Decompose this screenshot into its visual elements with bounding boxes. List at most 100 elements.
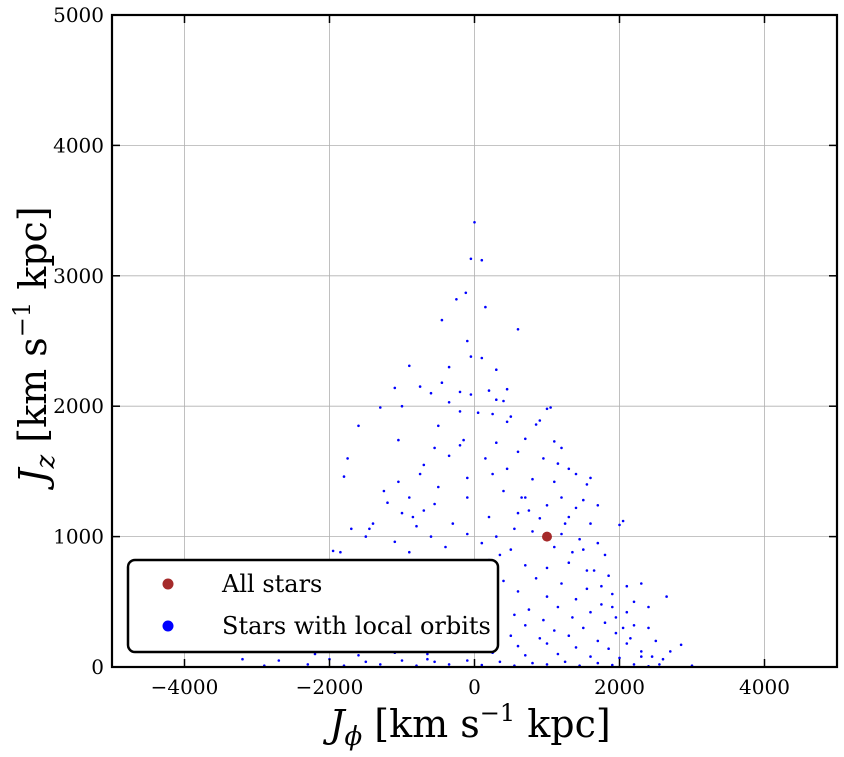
data-point-local-orbit — [567, 634, 571, 637]
data-point-local-orbit — [545, 663, 549, 666]
data-point-local-orbit — [589, 655, 592, 658]
data-point-local-orbit — [600, 603, 603, 606]
data-point-local-orbit — [469, 355, 473, 358]
data-point-local-orbit — [498, 553, 502, 557]
y-axis-label: Jz[km s−1 kpc] — [8, 206, 61, 490]
data-point-local-orbit — [603, 621, 607, 624]
data-point-local-orbit — [426, 652, 429, 656]
data-point-local-orbit — [654, 639, 658, 643]
data-point-local-orbit — [429, 535, 433, 538]
y-tick-label: 1000 — [53, 525, 104, 549]
data-point-local-orbit — [466, 659, 469, 662]
data-point-local-orbit — [542, 457, 545, 460]
data-point-local-orbit — [538, 637, 542, 640]
data-point-local-orbit — [553, 545, 556, 549]
data-point-local-orbit — [357, 654, 360, 657]
data-point-local-orbit — [527, 608, 531, 611]
data-point-local-orbit — [650, 655, 654, 658]
legend: All stars Stars with local orbits — [126, 558, 500, 654]
data-point-local-orbit — [611, 605, 614, 609]
data-point-local-orbit — [560, 446, 563, 450]
data-point-local-orbit — [524, 624, 527, 627]
data-point-local-orbit — [397, 438, 400, 442]
data-point-local-orbit — [607, 647, 610, 650]
data-point-local-orbit — [480, 356, 484, 360]
x-tick-label: 0 — [468, 675, 481, 699]
data-point-local-orbit — [582, 626, 585, 630]
data-point-local-orbit — [408, 550, 411, 554]
data-point-local-orbit — [516, 450, 520, 454]
x-tick-label: −4000 — [151, 675, 219, 699]
data-point-local-orbit — [447, 663, 451, 666]
data-point-local-orbit — [665, 595, 668, 598]
data-point-local-orbit — [567, 515, 571, 519]
data-point-local-orbit — [495, 441, 498, 445]
data-point-local-orbit — [516, 328, 520, 331]
data-point-local-orbit — [400, 404, 404, 408]
data-point-local-orbit — [364, 535, 368, 538]
data-point-local-orbit — [437, 424, 440, 428]
data-point-local-orbit — [386, 501, 389, 505]
data-point-local-orbit — [357, 424, 360, 428]
data-point-local-orbit — [592, 569, 596, 572]
data-point-local-orbit — [350, 527, 353, 531]
data-point-local-orbit — [621, 626, 625, 630]
data-point-local-orbit — [437, 485, 440, 489]
data-point-local-orbit — [462, 438, 465, 442]
data-point-local-orbit — [538, 419, 542, 422]
x-tick-label: 4000 — [739, 675, 790, 699]
data-point-local-orbit — [241, 657, 244, 661]
data-point-local-orbit — [640, 582, 643, 585]
data-point-local-orbit — [484, 305, 487, 309]
data-point-local-orbit — [447, 401, 451, 404]
data-point-local-orbit — [524, 564, 527, 567]
data-point-local-orbit — [444, 545, 447, 549]
data-point-local-orbit — [524, 496, 527, 499]
data-point-local-orbit — [447, 454, 451, 458]
legend-box — [126, 558, 500, 654]
data-point-local-orbit — [560, 582, 563, 585]
data-point-local-orbit — [466, 476, 469, 480]
data-point-local-orbit — [364, 660, 368, 664]
data-point-local-orbit — [560, 532, 563, 536]
y-tick-label: 0 — [91, 655, 104, 679]
data-point-local-orbit — [458, 410, 462, 413]
data-point-local-orbit — [679, 643, 683, 647]
data-point-local-orbit — [658, 663, 661, 666]
data-point-local-orbit — [440, 318, 444, 322]
data-point-local-orbit — [611, 592, 614, 596]
axis-ticks — [112, 14, 837, 668]
data-point-local-orbit — [545, 504, 549, 507]
data-point-local-orbit — [513, 527, 516, 531]
data-point-local-orbit — [466, 532, 469, 536]
data-point-local-orbit — [574, 646, 578, 649]
data-point-local-orbit — [589, 610, 592, 614]
data-point-local-orbit — [553, 440, 556, 443]
data-point-local-orbit — [516, 590, 520, 593]
data-point-local-orbit — [556, 462, 560, 465]
data-point-local-orbit — [531, 477, 534, 481]
data-point-local-orbit — [647, 626, 650, 630]
y-tick-label: 3000 — [53, 264, 104, 288]
data-point-local-orbit — [505, 467, 509, 471]
data-point-local-orbit — [553, 480, 556, 484]
data-point-local-orbit — [614, 616, 618, 619]
data-point-local-orbit — [618, 656, 621, 660]
x-tick-label: −2000 — [296, 675, 364, 699]
data-point-local-orbit — [440, 381, 444, 385]
data-point-local-orbit — [625, 610, 629, 614]
data-point-local-orbit — [596, 639, 600, 643]
data-point-local-orbit — [607, 574, 610, 577]
data-point-local-orbit — [418, 385, 422, 388]
data-point-local-orbit — [458, 390, 462, 394]
data-point-local-orbit — [542, 618, 545, 622]
data-point-local-orbit — [368, 527, 371, 531]
data-point-local-orbit — [524, 654, 527, 657]
data-point-local-orbit — [582, 548, 585, 551]
data-point-local-orbit — [466, 339, 469, 343]
data-point-local-orbit — [495, 535, 498, 538]
data-point-local-orbit — [556, 605, 560, 609]
data-point-local-orbit — [491, 472, 494, 476]
data-point-local-orbit — [397, 480, 400, 484]
data-point-local-orbit — [618, 523, 621, 527]
